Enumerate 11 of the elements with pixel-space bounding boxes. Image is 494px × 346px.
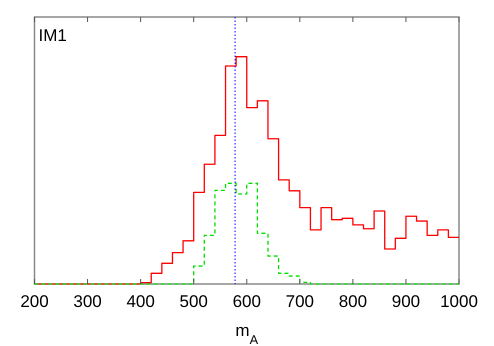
x-tick-label: 200: [20, 292, 49, 311]
x-tick-label: 400: [126, 292, 155, 311]
x-axis-title: m$_{A}$: [235, 321, 259, 346]
x-tick-label: 1000: [440, 292, 478, 311]
x-tick-label: 700: [286, 292, 314, 311]
x-tick-label: 800: [338, 292, 368, 311]
x-tick-label: 600: [232, 292, 261, 311]
x-tick-label: 900: [392, 292, 420, 311]
text: IM1: [38, 26, 67, 45]
x-tick-label: 300: [73, 292, 102, 311]
x-tick-label: 500: [180, 292, 208, 311]
